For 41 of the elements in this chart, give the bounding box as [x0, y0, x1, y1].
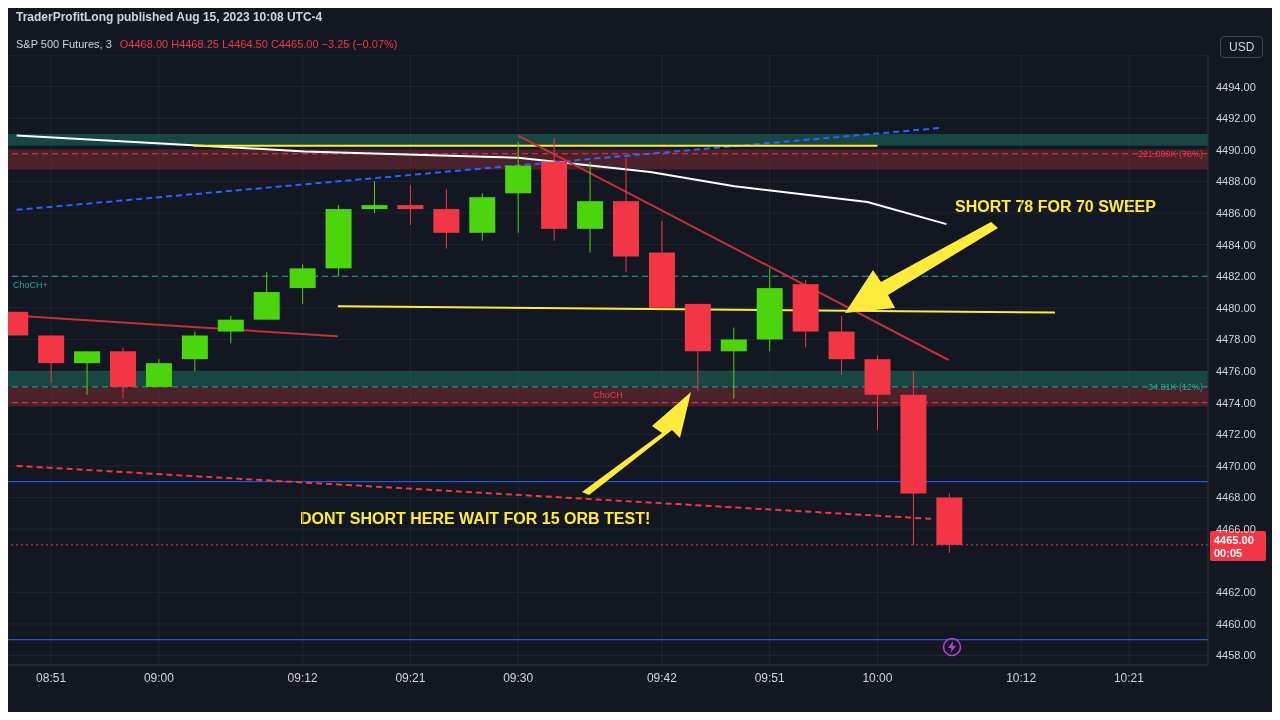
ref-line-label: 34.81K (12%): [1147, 382, 1203, 393]
x-tick-label: 09:00: [143, 670, 175, 685]
line-series: [15, 134, 948, 226]
x-tick-label: 09:42: [646, 670, 678, 685]
y-tick-label: 4472.00: [1216, 428, 1256, 441]
x-tick-label: 09:21: [395, 670, 426, 685]
x-tick-label: 10:21: [1113, 670, 1145, 685]
annotation: SHORT 78 FOR 70 SWEEP: [955, 198, 1156, 216]
y-tick-label: 4484.00: [1216, 238, 1256, 251]
y-tick-label: 4482.00: [1216, 270, 1256, 283]
chart-title: S&P 500 Futures, 3: [16, 38, 112, 50]
text: TraderProfitLong published Aug 15, 2023 10:08 UTC-4: [16, 10, 323, 24]
ref-line-label: ChoCH+: [13, 279, 48, 290]
y-tick-label: 4486.00: [1216, 206, 1256, 219]
y-tick-label: 4490.00: [1216, 143, 1256, 156]
y-tick-label: 4470.00: [1216, 459, 1256, 472]
x-tick-label: 10:12: [1006, 670, 1037, 685]
y-tick-label: 4478.00: [1216, 333, 1256, 346]
y-tick-label: 4458.00: [1216, 649, 1256, 662]
y-tick-label: 4488.00: [1216, 175, 1256, 188]
annotation: DONT SHORT HERE WAIT FOR 15 ORB TEST!: [300, 510, 651, 528]
ref-line-label: ChoCH: [593, 389, 623, 400]
chart-subtitle: O4468.00 H4468.25 L4464.50 C4465.00 −3.25 (−0.07%): [119, 38, 398, 50]
x-tick-label: 09:51: [754, 670, 786, 685]
y-tick-label: 4494.00: [1216, 80, 1256, 93]
y-tick-label: 4462.00: [1216, 586, 1256, 599]
ref-line-label: 4465.00 00:05: [1214, 533, 1254, 559]
text: USD: [1220, 36, 1264, 58]
candlestick: [397, 184, 424, 226]
y-tick-label: 4480.00: [1216, 301, 1256, 314]
candlestick: [361, 180, 388, 214]
x-tick-label: 10:00: [862, 670, 893, 685]
y-tick-label: 4476.00: [1216, 364, 1256, 377]
ref-line-label: 221.009K (78%): [1137, 148, 1203, 159]
y-tick-label: 4460.00: [1216, 617, 1256, 630]
y-tick-label: 4474.00: [1216, 396, 1256, 409]
x-tick-label: 09:12: [287, 670, 318, 685]
x-tick-label: 08:51: [36, 670, 67, 685]
x-tick-label: 09:30: [503, 670, 534, 685]
y-tick-label: 4492.00: [1216, 112, 1256, 125]
y-tick-label: 4468.00: [1216, 491, 1256, 504]
